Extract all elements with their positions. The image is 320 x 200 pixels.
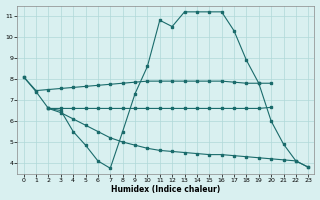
X-axis label: Humidex (Indice chaleur): Humidex (Indice chaleur) xyxy=(111,185,220,194)
